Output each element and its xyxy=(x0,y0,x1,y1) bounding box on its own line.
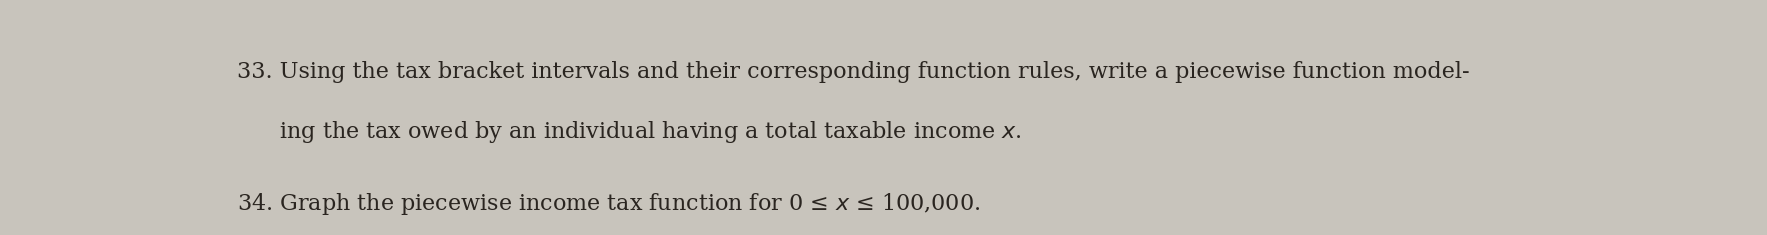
Text: 34. Graph the piecewise income tax function for 0 ≤ $\mathit{x}$ ≤ 100,000.: 34. Graph the piecewise income tax funct… xyxy=(237,191,981,217)
Text: 33. Using the tax bracket intervals and their corresponding function rules, writ: 33. Using the tax bracket intervals and … xyxy=(237,61,1470,83)
Text: ing the tax owed by an individual having a total taxable income $\mathit{x}$.: ing the tax owed by an individual having… xyxy=(237,119,1023,145)
